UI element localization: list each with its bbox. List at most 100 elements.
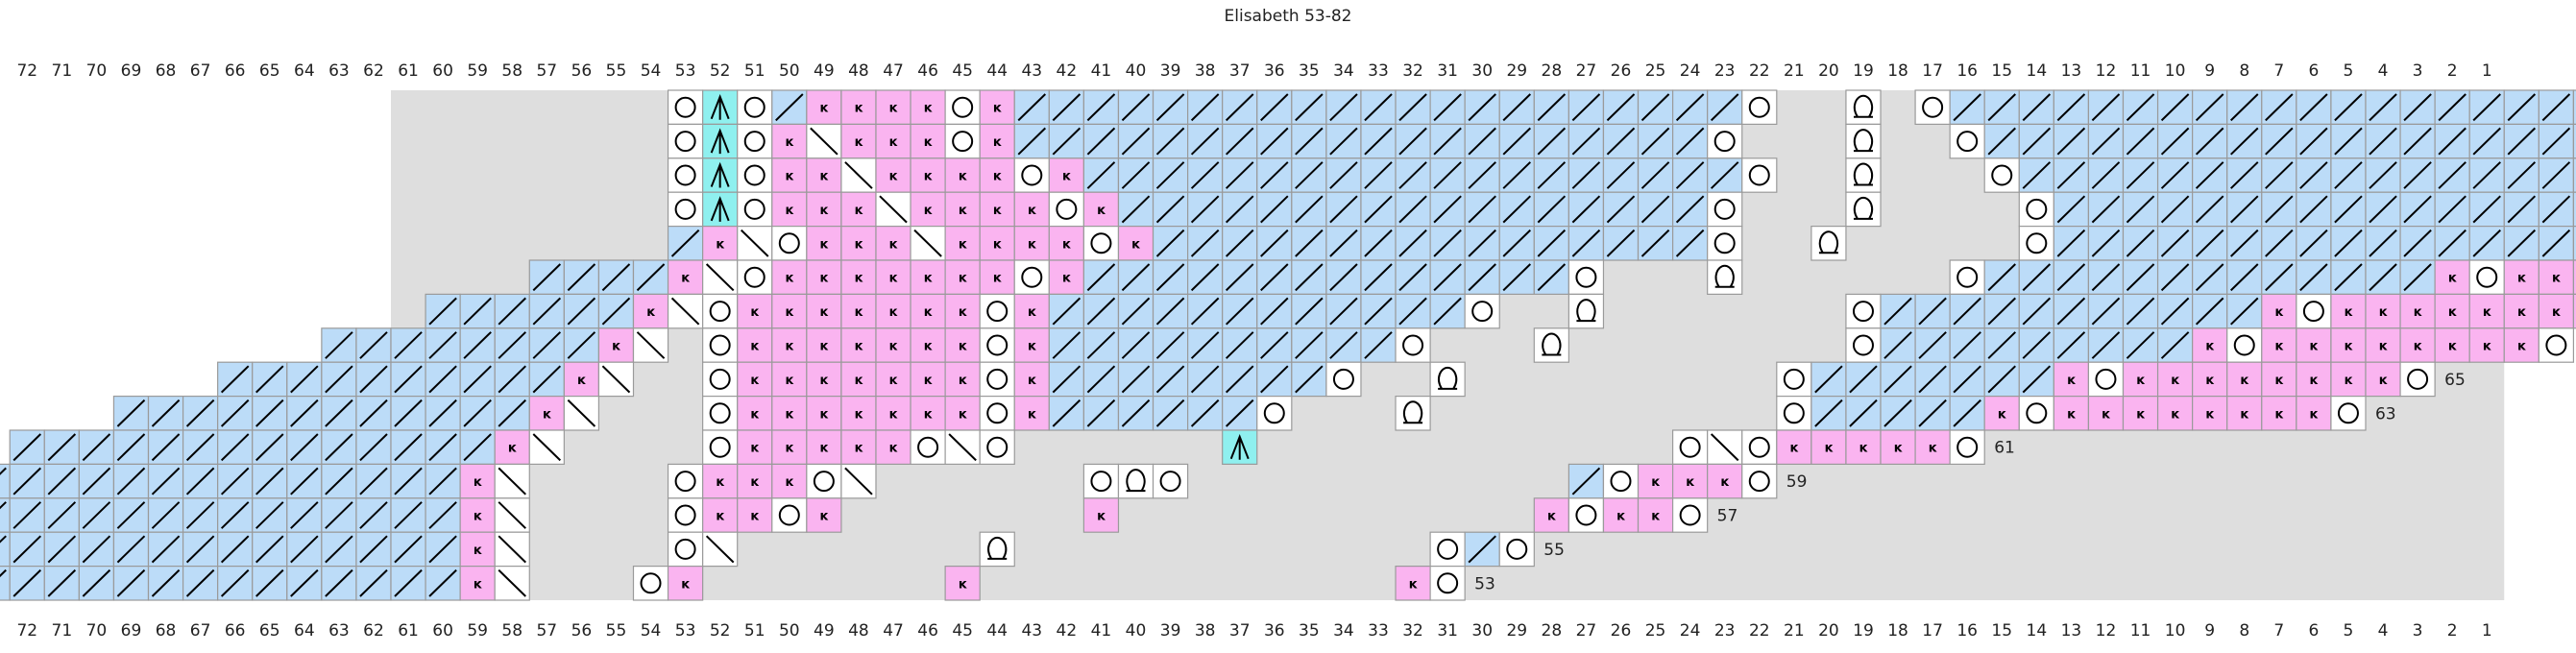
yarn-over-symbol [1506,538,1528,560]
k2tog-symbol [1329,93,1358,122]
stitch-cell [2018,191,2054,228]
k2tog-symbol [82,433,111,462]
knit-symbol: ĸ [959,340,967,354]
k2tog-symbol [1260,195,1289,224]
k2tog-symbol [82,501,111,529]
column-label-top: 2 [2447,61,2458,81]
stitch-cell [1602,497,1640,533]
k2tog-symbol [2160,161,2190,189]
knit-symbol: ĸ [993,237,1002,252]
yarn-over-symbol [1956,266,1979,288]
knit-symbol: ĸ [924,340,933,354]
column-label-top: 66 [225,61,246,81]
k2tog-symbol [290,535,319,564]
knit-symbol: ĸ [820,204,829,218]
stitch-cell [1707,191,1743,228]
stitch-cell [2468,259,2505,296]
k2tog-symbol [2265,263,2294,292]
k2tog-symbol [185,399,215,427]
stitch-cell [702,361,739,398]
twisted-knit-symbol [1126,469,1146,493]
k2tog-symbol [12,535,41,564]
stitch-cell [1671,497,1709,533]
k2tog-symbol [1155,127,1185,156]
stitch-cell [2122,361,2159,398]
stitch-cell [910,327,946,363]
ssk-symbol [879,195,908,224]
stitch-cell [737,361,773,398]
k2tog-symbol [2056,263,2086,292]
twisted-knit-symbol [1853,94,1873,118]
column-label-top: 51 [744,61,766,81]
stitch-cell [771,191,808,228]
k2tog-symbol [2160,263,2190,292]
k2tog-symbol [2438,229,2467,257]
knit-symbol: ĸ [750,305,759,320]
k2tog-symbol [1987,263,2016,292]
k2tog-symbol [1190,331,1220,359]
k2tog-symbol [82,568,111,597]
knit-symbol: ĸ [1790,442,1799,456]
stitch-cell [806,497,842,533]
knit-symbol: ĸ [1062,237,1071,252]
yarn-over-symbol [1922,96,1944,118]
k2tog-symbol [2160,297,2190,326]
stitch-cell [1707,123,1743,159]
stitch-cell [771,293,808,329]
k2tog-symbol [82,467,111,496]
k2tog-symbol [1502,127,1532,156]
stitch-cell [1776,429,1812,466]
stitch-cell [771,361,808,398]
k2tog-symbol [151,501,181,529]
k2tog-symbol [1364,195,1393,224]
k2tog-symbol [1295,161,1324,189]
knit-symbol: ĸ [959,374,967,388]
k2tog-symbol [2230,263,2259,292]
yarn-over-symbol [743,96,766,118]
column-label-top: 31 [1437,61,1458,81]
k2tog-symbol [1606,127,1636,156]
column-label-top: 69 [121,61,142,81]
knit-symbol: ĸ [2067,407,2076,422]
k2tog-symbol [1606,229,1636,257]
k2tog-symbol [2056,161,2086,189]
twisted-knit-symbol [1542,332,1562,356]
k2tog-symbol [255,467,284,496]
knit-symbol: ĸ [2483,305,2491,320]
k2tog-symbol [2056,195,2086,224]
column-label-top: 67 [190,61,211,81]
yarn-over-symbol [986,334,1009,356]
twisted-knit-symbol [1576,299,1596,323]
yarn-over-symbol [1783,368,1805,390]
k2tog-symbol [498,297,526,326]
column-label-top: 23 [1714,61,1736,81]
stitch-cell [944,361,981,398]
knit-symbol: ĸ [959,407,967,422]
k2tog-symbol [2091,127,2121,156]
column-label-top: 19 [1853,61,1874,81]
stitch-cell [2053,396,2090,431]
stitch-cell [2018,226,2054,261]
stitch-cell [2296,293,2332,329]
column-label-bottom: 19 [1853,621,1874,641]
k2tog-symbol [2438,93,2467,122]
knit-symbol: ĸ [855,305,863,320]
k2tog-symbol [2091,161,2121,189]
stitch-cell [737,123,773,159]
k2tog-symbol [2334,127,2363,156]
yarn-over-symbol [1437,572,1459,594]
k2tog-symbol [116,501,146,529]
stitch-cell [1671,429,1709,466]
stitch-cell [737,89,773,126]
yarn-over-symbol [1679,436,1701,458]
knit-symbol: ĸ [820,102,829,116]
k2tog-symbol [2541,161,2571,189]
k2tog-symbol [2230,127,2259,156]
k2tog-symbol [2022,297,2052,326]
twisted-knit-symbol [1714,264,1735,288]
k2tog-symbol [1225,399,1254,427]
k2tog-symbol [2507,93,2537,122]
knit-symbol: ĸ [820,272,829,286]
k2tog-symbol [12,568,41,597]
knit-symbol: ĸ [889,340,898,354]
